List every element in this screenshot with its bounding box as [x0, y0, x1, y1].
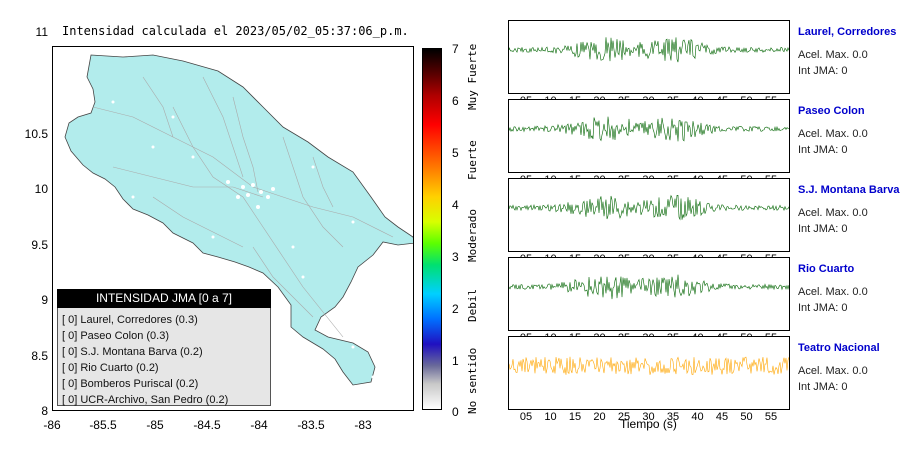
time-tick-label: 25 — [617, 411, 631, 423]
waveform-trace — [508, 194, 790, 221]
time-tick-label: 50 — [740, 411, 753, 423]
map-xtick-label: -83.5 — [297, 418, 325, 432]
legend-header: INTENSIDAD JMA [0 a 7] — [57, 289, 271, 308]
colorbar-label: Moderado — [466, 209, 479, 262]
time-tick-label: 45 — [715, 411, 729, 423]
time-tick-label: 20 — [593, 411, 606, 423]
waveform-trace — [508, 37, 790, 63]
station-accel: Acel. Max. 0.0 — [798, 286, 868, 298]
map-xtick-label: -86 — [43, 418, 61, 432]
road-network — [92, 76, 394, 338]
intensity-legend — [57, 289, 271, 406]
waveform-trace — [508, 116, 790, 142]
time-axis-label: Tiempo (s) — [620, 417, 677, 431]
colorbar-number: 1 — [452, 354, 459, 368]
time-tick-label: 10 — [544, 411, 557, 423]
station-intensity: Int JMA: 0 — [798, 302, 848, 314]
waveform-line — [508, 356, 790, 376]
colorbar-label: Fuerte — [466, 140, 479, 180]
map-xtick-label: -85.5 — [89, 418, 117, 432]
time-tick-label: 30 — [642, 411, 655, 423]
colorbar-label: Debil — [466, 288, 479, 322]
time-tick-label: 35 — [666, 411, 680, 423]
waveform-panel[interactable] — [508, 20, 790, 94]
waveform-line — [508, 274, 790, 300]
costa-rica-map — [64, 54, 413, 386]
costa-rica-landmass — [64, 54, 413, 386]
map-ytick-label: 8.5 — [31, 349, 48, 363]
time-tick-label: 05 — [519, 411, 533, 423]
map-xtick-label: -83 — [354, 418, 372, 432]
waveform-line — [508, 37, 790, 63]
colorbar-number: 2 — [452, 302, 459, 316]
legend-row: [ 0] Bomberos Puriscal (0.2) — [62, 378, 199, 390]
colorbar-number: 4 — [452, 198, 459, 212]
colorbar-number: 7 — [452, 42, 459, 56]
map-ytick-label: 10.5 — [24, 127, 48, 141]
intensity-colorbar — [422, 48, 442, 410]
map-xtick-label: -85 — [146, 418, 164, 432]
station-intensity: Int JMA: 0 — [798, 65, 848, 77]
colorbar-number: 3 — [452, 250, 459, 264]
station-intensity: Int JMA: 0 — [798, 223, 848, 235]
waveform-panel[interactable] — [508, 336, 790, 410]
time-tick-label: 15 — [568, 411, 582, 423]
waveform-panel[interactable] — [508, 178, 790, 252]
time-tick-label: 40 — [691, 411, 704, 423]
legend-row: [ 0] UCR-Archivo, San Pedro (0.2) — [62, 394, 229, 406]
station-accel: Acel. Max. 0.0 — [798, 128, 868, 140]
waveform-trace — [508, 274, 790, 300]
map-xtick-label: -84.5 — [193, 418, 221, 432]
legend-row: [ 0] Paseo Colon (0.3) — [62, 330, 170, 342]
map-ytick-label: 8 — [41, 404, 48, 418]
map-ytick-label: 11 — [35, 25, 48, 39]
waveform-trace — [508, 356, 790, 376]
station-name[interactable]: Laurel, Corredores — [798, 26, 897, 38]
station-accel: Acel. Max. 0.0 — [798, 49, 868, 61]
waveform-panel[interactable] — [508, 257, 790, 331]
legend-row: [ 0] Rio Cuarto (0.2) — [62, 362, 159, 374]
waveform-line — [508, 116, 790, 142]
colorbar-number: 5 — [452, 146, 459, 160]
map-ytick-label: 9.5 — [31, 238, 48, 252]
waveform-line — [508, 194, 790, 221]
waveform-panel[interactable] — [508, 99, 790, 173]
map-xtick-label: -84 — [250, 418, 268, 432]
station-accel: Acel. Max. 0.0 — [798, 207, 868, 219]
station-name[interactable]: Rio Cuarto — [798, 263, 855, 275]
station-intensity: Int JMA: 0 — [798, 381, 848, 393]
colorbar-label: Muy Fuerte — [466, 43, 479, 110]
map-title: Intensidad calculada el 2023/05/02_05:37… — [62, 24, 409, 38]
colorbar-label: No sentido — [466, 347, 479, 414]
legend-row: [ 0] Laurel, Corredores (0.3) — [62, 314, 198, 326]
map-ytick-label: 9 — [41, 293, 48, 307]
station-intensity: Int JMA: 0 — [798, 144, 848, 156]
map-ytick-label: 10 — [34, 182, 48, 196]
station-accel: Acel. Max. 0.0 — [798, 365, 868, 377]
station-markers — [111, 100, 375, 379]
station-name[interactable]: Teatro Nacional — [798, 342, 880, 354]
legend-row: [ 0] S.J. Montana Barva (0.2) — [62, 346, 203, 358]
colorbar-number: 0 — [452, 405, 459, 419]
colorbar-number: 6 — [452, 94, 459, 108]
time-tick-label: 55 — [764, 411, 778, 423]
station-name[interactable]: S.J. Montana Barva — [798, 184, 900, 196]
station-name[interactable]: Paseo Colon — [798, 105, 865, 117]
